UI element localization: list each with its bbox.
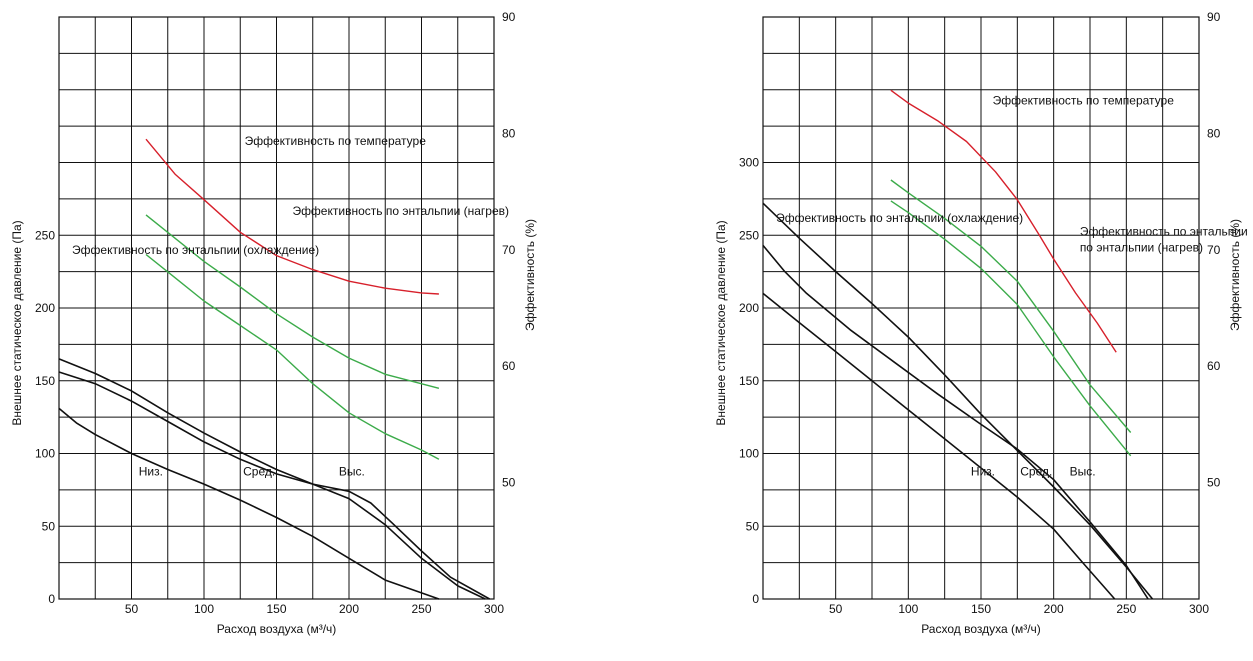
annotation-label: Эффективность по энтальпии (нагрев): [292, 204, 509, 218]
x-tick-label: 200: [339, 602, 359, 616]
efficiency-curve-1: [145, 138, 439, 295]
annotation-label: Эффективность по температуре: [245, 134, 427, 148]
annotation-label: Низ.: [139, 464, 163, 478]
annotation-label: по энтальпии (нагрев): [1080, 240, 1203, 254]
annotation-label: Низ.: [971, 464, 995, 478]
x-tick-label: 50: [125, 602, 139, 616]
y-tick-label: 50: [746, 519, 760, 533]
annotation-label: Эффективность по энтальпии: [1080, 224, 1248, 238]
y2-tick-label: 80: [1207, 126, 1221, 140]
grid: [59, 17, 494, 599]
y2-tick-label: 60: [1207, 359, 1221, 373]
x-tick-label: 100: [898, 602, 918, 616]
annotation-label: Эффективность по температуре: [993, 93, 1175, 107]
pressure-curve-2: [762, 244, 1149, 600]
annotation-label: Выс.: [339, 464, 365, 478]
y2-tick-label: 70: [1207, 243, 1221, 257]
y2-axis-label: Эффективность (%): [523, 219, 537, 331]
y-tick-label: 0: [752, 592, 759, 606]
x-tick-label: 250: [1116, 602, 1136, 616]
grid: [763, 17, 1199, 599]
y-tick-label: 100: [739, 447, 759, 461]
pressure-curve-2: [58, 371, 486, 600]
x-tick-label: 150: [971, 602, 991, 616]
y2-axis-label: Эффективность (%): [1228, 219, 1242, 331]
y-tick-label: 300: [739, 156, 759, 170]
y-tick-label: 250: [35, 228, 55, 242]
annotation-label: Эффективность по энтальпии (охлаждение): [72, 243, 319, 257]
pressure-curve-1: [762, 292, 1116, 600]
y-tick-label: 50: [42, 519, 56, 533]
y2-tick-label: 90: [1207, 10, 1221, 24]
y2-tick-label: 90: [502, 10, 516, 24]
y-tick-label: 0: [48, 592, 55, 606]
efficiency-curve-3: [890, 200, 1132, 457]
efficiency-curve-1: [890, 89, 1117, 353]
x-tick-label: 150: [266, 602, 286, 616]
x-tick-label: 100: [194, 602, 214, 616]
y2-tick-label: 50: [502, 476, 516, 490]
y-axis-label: Внешнее статическое давление (Па): [714, 220, 728, 425]
y2-tick-label: 70: [502, 243, 516, 257]
y-axis-label: Внешнее статическое давление (Па): [10, 220, 24, 425]
x-axis-label: Расход воздуха (м³/ч): [921, 622, 1041, 636]
y-tick-label: 150: [739, 374, 759, 388]
x-tick-label: 300: [484, 602, 504, 616]
plot-frame: [762, 16, 1200, 600]
y2-tick-label: 60: [502, 359, 516, 373]
x-tick-label: 250: [411, 602, 431, 616]
x-tick-label: 300: [1189, 602, 1209, 616]
pressure-curve-1: [58, 407, 440, 600]
y2-tick-label: 50: [1207, 476, 1221, 490]
x-tick-label: 200: [1044, 602, 1064, 616]
annotation-label: Сред.: [243, 464, 275, 478]
annotation-label: Выс.: [1070, 464, 1096, 478]
chart-panel-2: 50 100 150 200 250 300 0 50 100 150 200 250 300 50 60 7…: [714, 10, 1248, 636]
y-tick-label: 200: [739, 301, 759, 315]
annotation-label: Сред.: [1020, 464, 1052, 478]
chart-panel-1: 50 100 150 200 250 300 0 50 100 150 200 250 50 60 70 80…: [10, 10, 537, 636]
efficiency-curve-2: [145, 214, 440, 389]
y-tick-label: 100: [35, 447, 55, 461]
y-tick-label: 150: [35, 374, 55, 388]
y-tick-label: 250: [739, 228, 759, 242]
efficiency-curve-2: [890, 179, 1132, 433]
y-tick-label: 200: [35, 301, 55, 315]
annotation-label: Эффективность по энтальпии (охлаждение): [776, 211, 1023, 225]
x-axis-label: Расход воздуха (м³/ч): [217, 622, 337, 636]
x-tick-label: 50: [829, 602, 843, 616]
y2-tick-label: 80: [502, 126, 516, 140]
pressure-curve-3: [762, 202, 1154, 600]
efficiency-curve-3: [145, 253, 440, 460]
plot-frame: [58, 16, 495, 600]
pressure-curve-3: [58, 358, 490, 600]
